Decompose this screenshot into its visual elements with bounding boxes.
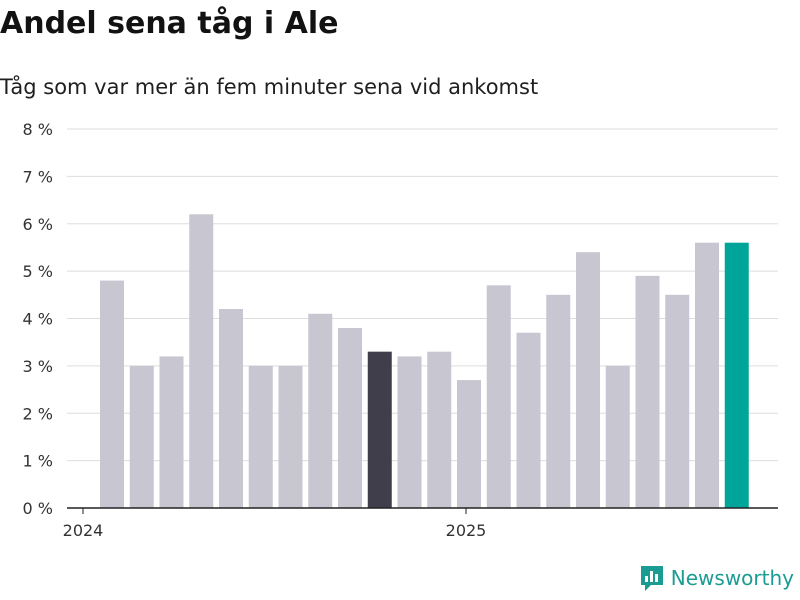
bar-2025-05	[576, 252, 600, 508]
x-tick-label: 2024	[63, 521, 104, 540]
brand-name: Newsworthy	[670, 566, 794, 590]
y-tick-label: 1 %	[23, 452, 53, 471]
bar-2024-12	[427, 351, 452, 508]
y-tick-label: 4 %	[23, 310, 53, 329]
y-tick-label: 3 %	[23, 357, 53, 376]
bar-2025-08	[665, 294, 690, 508]
bar-2024-11	[397, 356, 422, 508]
bar-2024-04	[189, 214, 214, 508]
bar-2025-07	[635, 275, 660, 508]
chart-title: Andel sena tåg i Ale	[0, 6, 339, 41]
bar-2024-01	[100, 280, 124, 508]
bar-2024-02	[129, 365, 154, 508]
y-tick-label: 6 %	[23, 215, 53, 234]
bar-2024-05	[219, 309, 243, 508]
bar-2024-06	[248, 365, 273, 508]
bar-2025-06	[605, 365, 630, 508]
y-tick-label: 2 %	[23, 404, 53, 423]
bar-2024-07	[278, 365, 303, 508]
y-tick-label: 7 %	[23, 167, 53, 186]
bar-2025-10	[724, 242, 749, 508]
bar-2025-04	[546, 294, 571, 508]
brand-logo: Newsworthy	[639, 564, 794, 592]
bar-2025-01	[457, 380, 481, 508]
bar-2025-03	[516, 332, 541, 508]
x-tick-label: 2025	[446, 521, 487, 540]
chart-subtitle: Tåg som var mer än fem minuter sena vid …	[0, 75, 539, 99]
bar-2024-09	[338, 327, 362, 508]
bar-2024-08	[308, 313, 333, 508]
y-tick-label: 8 %	[23, 120, 53, 139]
y-tick-label: 5 %	[23, 262, 53, 281]
bar-2024-03	[159, 356, 184, 508]
y-tick-label: 0 %	[23, 499, 53, 518]
bar-2025-09	[695, 242, 719, 508]
bar-2025-02	[486, 285, 511, 508]
bar-2024-10	[367, 351, 392, 508]
newsworthy-logo-icon	[640, 566, 663, 591]
